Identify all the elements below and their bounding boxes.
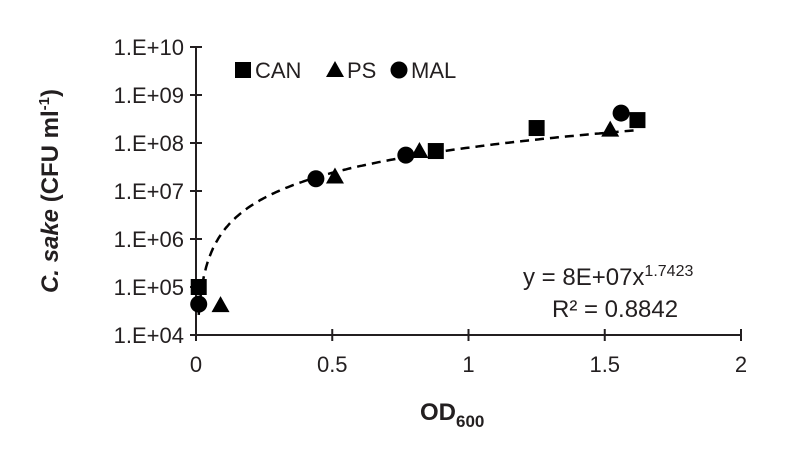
trendline	[197, 128, 638, 316]
trendline-group	[197, 128, 638, 316]
y-tick-label: 1.E+05	[114, 275, 184, 300]
axes: 1.E+04 1.E+05 1.E+06 1.E+07 1.E+08 1.E+09 1.E+…	[114, 35, 747, 377]
y-axis-title-sup: -1	[36, 97, 53, 110]
y-tick-label: 1.E+10	[114, 35, 184, 60]
x-axis-title: OD600	[420, 399, 484, 431]
y-axis-title: C. sake (CFU ml-1)	[36, 89, 64, 293]
data-point-ps	[410, 142, 429, 159]
x-axis-title-main: OD	[420, 399, 456, 426]
data-point-ps	[325, 167, 344, 184]
equation-exponent: 1.7423	[644, 263, 693, 280]
equation-text: y = 8E+07x	[523, 264, 644, 291]
y-tick-label: 1.E+07	[114, 179, 184, 204]
y-tick-label: 1.E+04	[114, 323, 184, 348]
data-point-ps	[601, 120, 620, 137]
x-tick-label: 1.5	[589, 352, 620, 377]
y-axis-title-end: )	[37, 89, 64, 97]
data-point-can	[190, 279, 207, 295]
x-tick-label: 0.5	[317, 352, 348, 377]
x-tick-label: 2	[735, 352, 747, 377]
legend-marker-mal	[390, 61, 408, 79]
y-axis-title-italic: C. sake	[37, 209, 64, 293]
equation-label: y = 8E+07x1.7423	[523, 263, 693, 291]
x-tick-label: 0	[190, 352, 202, 377]
legend-label-mal: MAL	[411, 58, 456, 83]
x-tick-label: 1	[462, 352, 474, 377]
legend-label-can: CAN	[255, 58, 301, 83]
data-point-mal	[190, 295, 208, 313]
x-axis-title-sub: 600	[456, 412, 484, 431]
data-point-ps	[211, 296, 230, 313]
data-points	[190, 104, 646, 313]
data-point-mal	[307, 170, 325, 188]
data-point-can	[629, 112, 646, 129]
data-point-can	[528, 120, 545, 137]
r-squared-label: R² = 0.8842	[552, 296, 678, 323]
legend-marker-ps	[326, 61, 344, 77]
y-tick-label: 1.E+06	[114, 227, 184, 252]
legend-marker-can	[235, 62, 251, 78]
legend-label-ps: PS	[347, 58, 376, 83]
y-tick-label: 1.E+08	[114, 131, 184, 156]
data-point-mal	[397, 146, 415, 164]
y-tick-label: 1.E+09	[114, 83, 184, 108]
legend: CAN PS MAL	[235, 58, 456, 83]
y-axis-title-rest: (CFU ml	[37, 110, 64, 209]
data-point-can	[427, 143, 444, 160]
data-point-mal	[612, 104, 630, 122]
